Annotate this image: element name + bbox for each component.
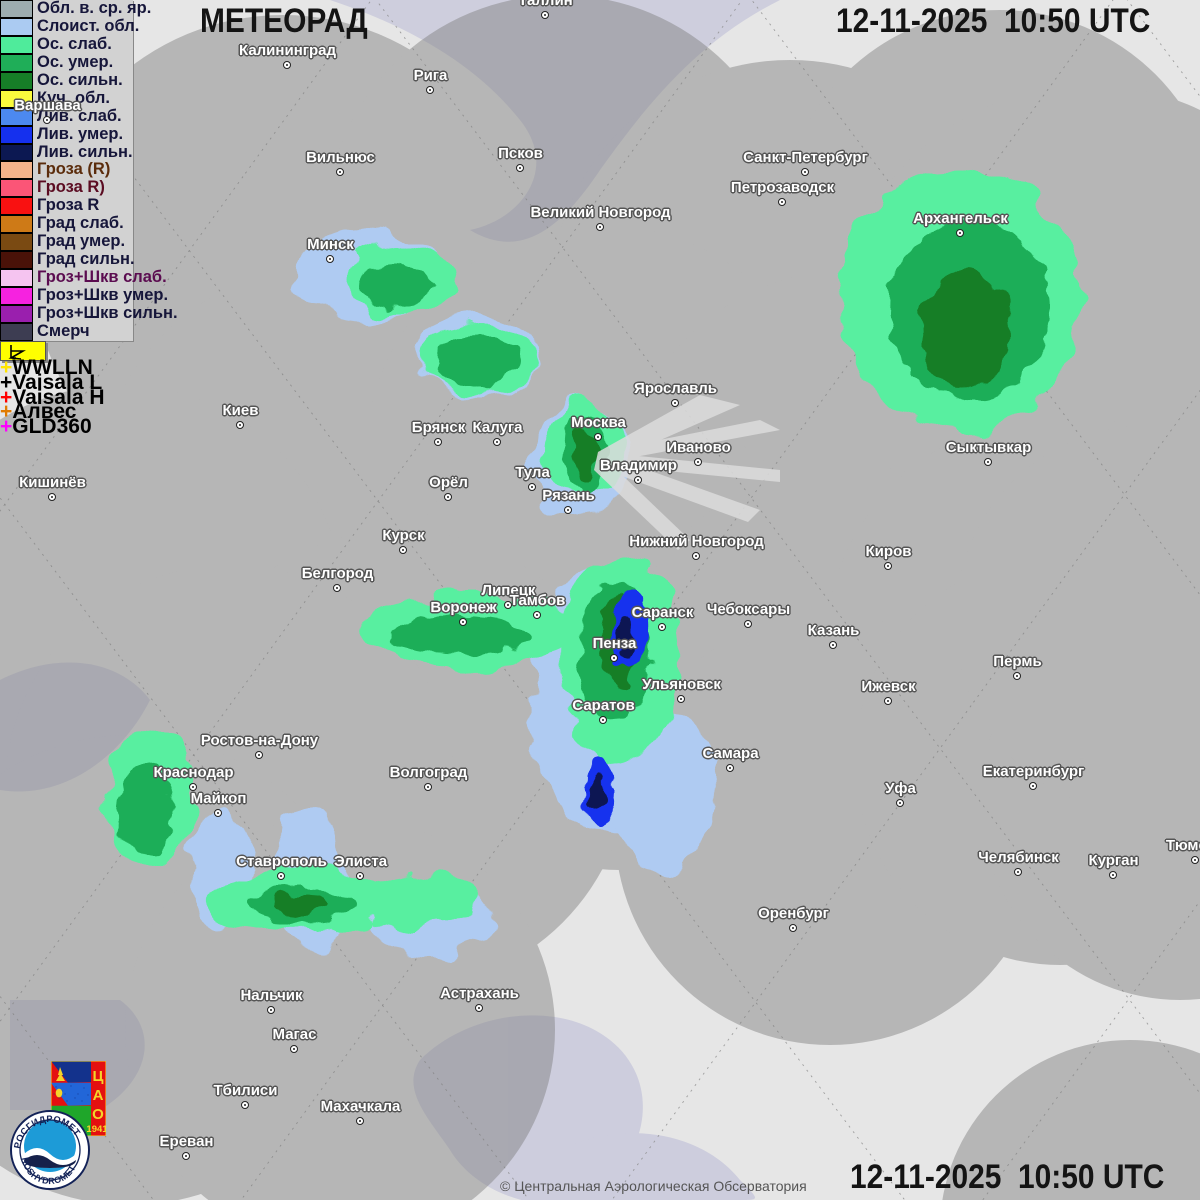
svg-text:ROSHYDROMET: ROSHYDROMET	[20, 1156, 78, 1186]
svg-text:А: А	[92, 1087, 103, 1104]
svg-text:О: О	[92, 1106, 104, 1123]
svg-text:РОСГИДРОМЕТ: РОСГИДРОМЕТ	[12, 1114, 82, 1149]
svg-text:Ц: Ц	[92, 1068, 103, 1085]
